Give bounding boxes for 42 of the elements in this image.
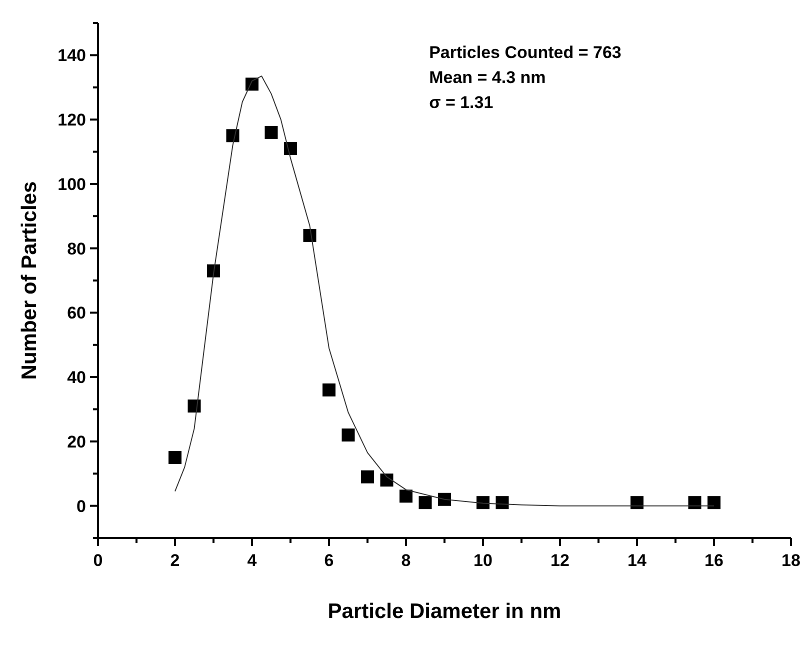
x-tick-label: 6 [324,551,334,570]
point [188,400,201,413]
point [400,490,412,503]
point [264,126,278,139]
point [708,496,720,510]
annotation: Particles Counted = 763 [429,43,622,62]
y-tick-label: 0 [76,496,86,516]
point [342,428,355,442]
y-tick-label: 120 [58,110,86,130]
annotation: Mean = 4.3 nm [429,68,546,87]
x-tick-label: 2 [170,551,180,570]
annotation: σ = 1.31 [429,93,494,112]
x-tick-label: 4 [247,551,258,570]
point [226,129,240,142]
point [418,496,432,510]
y-tick-label: 60 [67,304,86,323]
point [322,383,336,396]
point [380,474,394,487]
y-tick-label: 100 [58,174,86,194]
point [438,492,451,506]
point [630,496,644,510]
point [688,496,702,510]
point [207,264,220,278]
point [168,451,182,464]
x-tick-label: 14 [628,551,647,570]
x-tick-label: 0 [93,551,103,570]
point [361,470,374,484]
x-tick-label: 16 [704,551,724,570]
x-tick-label: 10 [474,551,492,570]
x-tick-label: 8 [401,551,411,570]
y-tick-label: 140 [58,46,86,66]
y-tick-label: 80 [67,239,86,258]
point [284,142,297,156]
point [496,496,509,510]
point [476,496,490,510]
y-tick-label: 20 [67,432,86,452]
point [303,228,316,242]
x-tick-label: 18 [782,551,800,570]
x-axis-title: Particle Diameter in nm [328,600,562,623]
y-axis-title: Number of Particles [18,181,41,380]
y-tick-label: 40 [67,368,86,388]
x-tick-label: 12 [550,551,570,570]
